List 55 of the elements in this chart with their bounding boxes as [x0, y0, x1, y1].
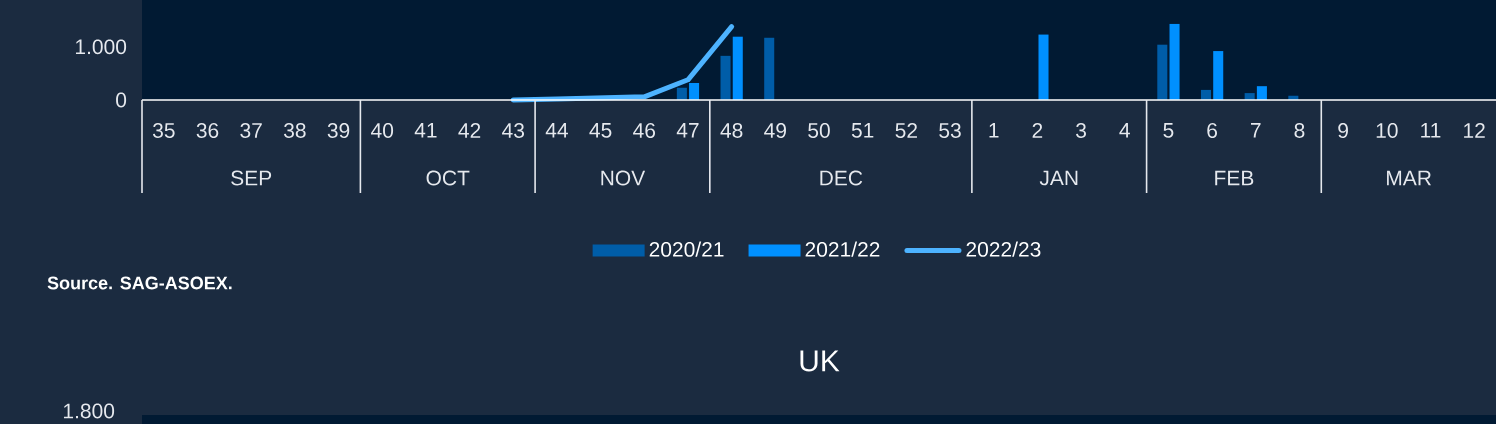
- y-tick-label: 1.000: [75, 39, 127, 55]
- text: MAR: [1387, 170, 1431, 186]
- x-tick-label: 35: [152, 123, 175, 138]
- bar: [720, 55, 731, 100]
- x-tick-label: 50: [808, 123, 830, 138]
- x-tick-label: 42: [458, 123, 481, 138]
- bar: [732, 36, 743, 100]
- x-tick-label: 4: [1119, 123, 1130, 138]
- x-tick-label: 8: [1294, 123, 1305, 138]
- bar: [764, 37, 775, 100]
- x-tick-label: 43: [502, 123, 525, 138]
- source-note: Source. SAG-ASOEX.: [47, 276, 232, 290]
- x-tick-label: 41: [414, 123, 437, 138]
- text: OCT: [426, 170, 470, 186]
- x-tick-label: 40: [371, 123, 394, 138]
- text: 1.800: [63, 403, 115, 419]
- legend-label: 2020/21: [649, 241, 724, 257]
- text: DEC: [820, 170, 863, 186]
- y-tick-label: 0: [116, 92, 127, 108]
- text: FEB: [1215, 170, 1254, 186]
- x-tick-label: 46: [633, 123, 656, 138]
- x-tick-label: 11: [1421, 123, 1441, 138]
- x-tick-label: 53: [939, 123, 961, 138]
- legend-label: 2021/22: [805, 241, 880, 257]
- text: SEP: [231, 170, 272, 186]
- x-tick-label: 44: [545, 123, 568, 138]
- text: JAN: [1039, 170, 1078, 186]
- text: UK: [800, 350, 840, 372]
- x-tick-label: 10: [1376, 123, 1398, 138]
- x-tick-label: 45: [589, 123, 612, 138]
- x-tick-label: 49: [764, 123, 786, 138]
- bar: [1213, 51, 1224, 100]
- x-tick-label: 12: [1464, 123, 1485, 138]
- bar: [1256, 86, 1267, 100]
- x-tick-label: 3: [1076, 123, 1086, 138]
- bar: [1169, 23, 1180, 100]
- legend-label: 2022/23: [966, 241, 1041, 257]
- x-tick-label: 51: [851, 123, 874, 138]
- x-tick-label: 6: [1207, 123, 1218, 138]
- x-tick-label: 37: [240, 123, 262, 138]
- x-tick-label: 47: [676, 123, 699, 138]
- x-tick-label: 2: [1032, 123, 1043, 138]
- bar: [1157, 44, 1168, 100]
- x-tick-label: 38: [283, 123, 306, 138]
- x-tick-label: 9: [1338, 123, 1348, 138]
- x-tick-label: 52: [895, 123, 917, 138]
- text: NOV: [601, 170, 646, 186]
- bar: [1038, 34, 1049, 100]
- x-tick-label: 39: [327, 123, 350, 138]
- x-tick-label: 36: [196, 123, 219, 138]
- bar: [689, 82, 700, 100]
- x-tick-label: 1: [989, 123, 999, 138]
- x-tick-label: 48: [720, 123, 743, 138]
- x-tick-label: 7: [1251, 123, 1261, 138]
- x-tick-label: 5: [1163, 123, 1174, 138]
